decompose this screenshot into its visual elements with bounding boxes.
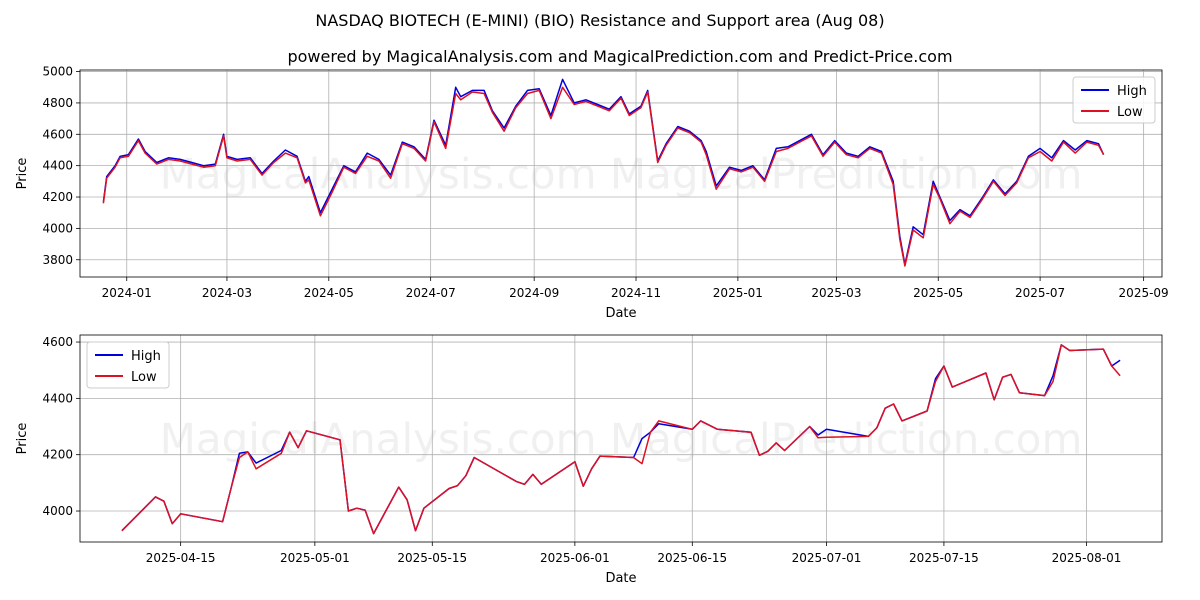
x-tick-label: 2024-09 xyxy=(509,286,559,300)
legend-label-high: High xyxy=(131,349,161,364)
x-tick-label: 2025-01 xyxy=(713,286,763,300)
x-tick-label: 2025-05-01 xyxy=(280,551,350,565)
series-line-high xyxy=(102,78,1105,266)
y-tick-label: 4800 xyxy=(42,96,73,110)
series-line-low xyxy=(121,344,1121,535)
chart-title: NASDAQ BIOTECH (E-MINI) (BIO) Resistance… xyxy=(315,11,884,30)
x-tick-label: 2025-05-15 xyxy=(397,551,467,565)
y-tick-label: 4600 xyxy=(42,335,73,349)
plot-frame xyxy=(79,334,1163,543)
series-line-low xyxy=(102,86,1105,267)
legend: High Low xyxy=(86,341,170,389)
y-tick-label: 4200 xyxy=(42,448,73,462)
x-tick-label: 2025-09 xyxy=(1119,286,1169,300)
y-tick-label: 4400 xyxy=(42,159,73,173)
subplot-2: MagicalAnalysis.com MagicalPrediction.co… xyxy=(15,334,1163,586)
x-tick-label: 2025-04-15 xyxy=(146,551,216,565)
y-tick-label: 3800 xyxy=(42,253,73,267)
y-tick-label: 4400 xyxy=(42,391,73,405)
chart-subtitle: powered by MagicalAnalysis.com and Magic… xyxy=(287,47,952,66)
x-tick-label: 2025-05 xyxy=(913,286,963,300)
y-tick-label: 4000 xyxy=(42,504,73,518)
x-tick-label: 2025-07-15 xyxy=(909,551,979,565)
legend-label-low: Low xyxy=(1117,105,1143,120)
legend-label-low: Low xyxy=(131,370,157,385)
y-axis-label: Price xyxy=(15,423,30,455)
legend-label-high: High xyxy=(1117,84,1147,99)
x-tick-label: 2025-07 xyxy=(1015,286,1065,300)
y-axis-label: Price xyxy=(15,158,30,190)
x-tick-label: 2025-08-01 xyxy=(1052,551,1122,565)
x-tick-label: 2024-07 xyxy=(406,286,456,300)
x-tick-label: 2024-05 xyxy=(304,286,354,300)
x-axis-label: Date xyxy=(605,571,636,586)
x-tick-label: 2025-06-01 xyxy=(540,551,610,565)
subplot-1: MagicalAnalysis.com MagicalPrediction.co… xyxy=(15,65,1169,321)
x-axis-label: Date xyxy=(605,306,636,321)
plots-group: MagicalAnalysis.com MagicalPrediction.co… xyxy=(15,65,1169,586)
x-tick-label: 2024-01 xyxy=(102,286,152,300)
y-tick-label: 4600 xyxy=(42,127,73,141)
x-tick-label: 2024-03 xyxy=(202,286,252,300)
y-tick-label: 4200 xyxy=(42,190,73,204)
x-tick-label: 2025-07-01 xyxy=(792,551,862,565)
y-tick-label: 5000 xyxy=(42,65,73,79)
x-tick-label: 2024-11 xyxy=(611,286,661,300)
x-tick-label: 2025-06-15 xyxy=(657,551,727,565)
y-tick-label: 4000 xyxy=(42,221,73,235)
watermark-text: MagicalAnalysis.com MagicalPrediction.co… xyxy=(160,415,1083,464)
x-tick-label: 2025-03 xyxy=(811,286,861,300)
plot-frame xyxy=(79,69,1163,278)
legend: High Low xyxy=(1072,76,1156,124)
